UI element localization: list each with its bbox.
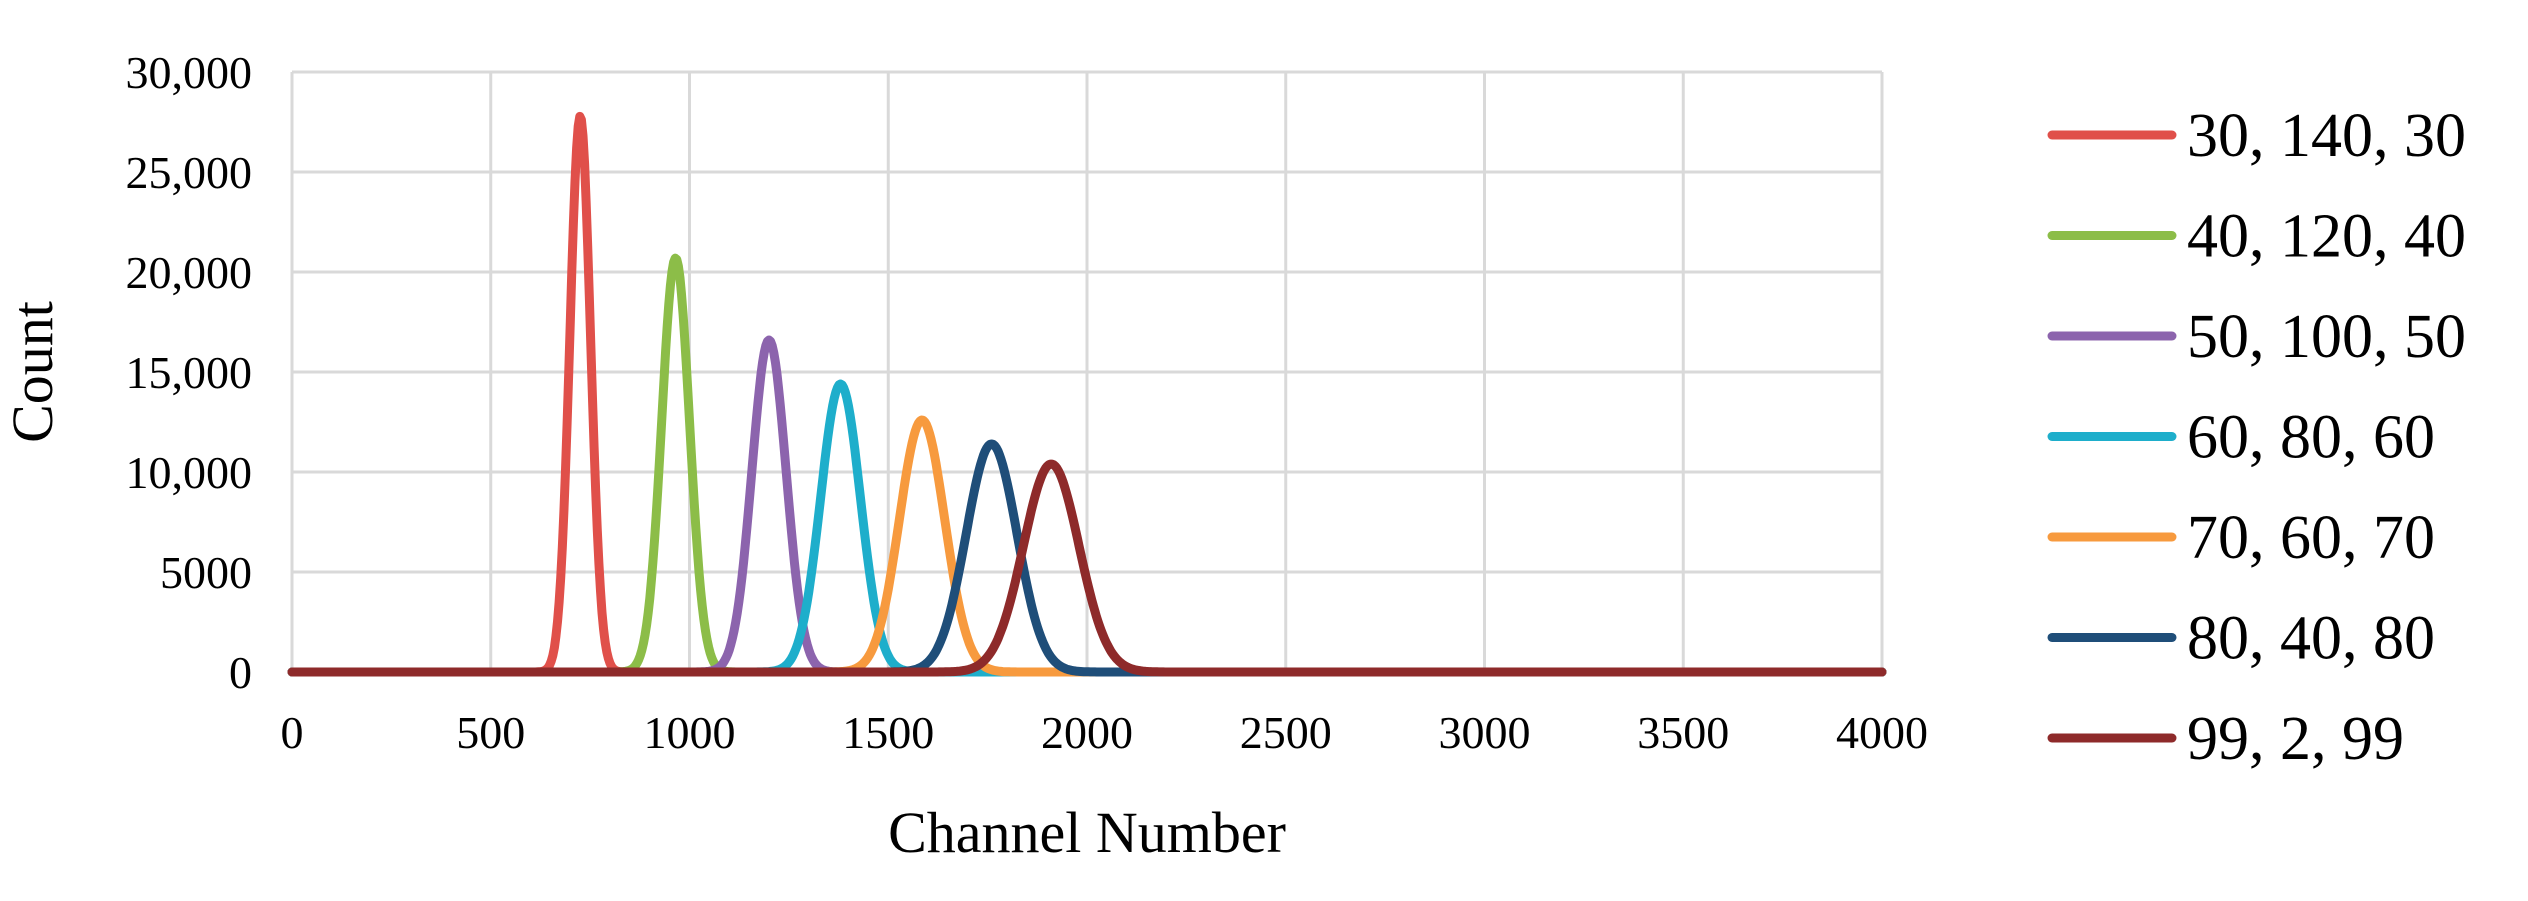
y-tick-label: 25,000: [126, 147, 253, 198]
legend-label: 60, 80, 60: [2187, 404, 2435, 472]
x-tick-label: 3500: [1637, 707, 1729, 758]
legend-item: 30, 140, 30: [2047, 102, 2466, 170]
legend-item: 99, 2, 99: [2047, 705, 2404, 773]
x-tick-label: 4000: [1836, 707, 1928, 758]
x-tick-label: 500: [456, 707, 525, 758]
y-tick-label: 10,000: [126, 447, 253, 498]
y-tick-label: 15,000: [126, 347, 253, 398]
legend-label: 30, 140, 30: [2187, 102, 2466, 170]
legend-label: 50, 100, 50: [2187, 303, 2466, 371]
legend-label: 70, 60, 70: [2187, 504, 2435, 572]
y-tick-label: 20,000: [126, 247, 253, 298]
legend-item: 40, 120, 40: [2047, 203, 2466, 271]
x-axis-title: Channel Number: [888, 800, 1286, 865]
legend-item: 50, 100, 50: [2047, 303, 2466, 371]
series-lines: [287, 111, 1887, 677]
x-tick-label: 2000: [1041, 707, 1133, 758]
series-line-7: [287, 459, 1887, 677]
x-tick-label: 1000: [644, 707, 736, 758]
legend-label: 40, 120, 40: [2187, 203, 2466, 271]
x-tick-label: 3000: [1439, 707, 1531, 758]
tick-labels: 0 5000 10,000 15,000 20,000 25,000 30,000 0 500 1…: [126, 47, 1929, 758]
y-axis-title: Count: [0, 301, 65, 443]
legend-item: 60, 80, 60: [2047, 404, 2435, 472]
y-tick-label: 5000: [160, 547, 252, 598]
x-tick-label: 0: [281, 707, 304, 758]
y-tick-label: 30,000: [126, 47, 253, 98]
legend-label: 80, 40, 80: [2187, 605, 2435, 673]
legend-label: 99, 2, 99: [2187, 705, 2404, 773]
grid: [290, 70, 1884, 672]
legend-item: 80, 40, 80: [2047, 605, 2435, 673]
x-tick-label: 2500: [1240, 707, 1332, 758]
y-tick-label: 0: [229, 647, 252, 698]
x-tick-label: 1500: [842, 707, 934, 758]
legend-item: 70, 60, 70: [2047, 504, 2435, 572]
legend: 30, 140, 30 40, 120, 40 50, 100, 50 60, 80,…: [2047, 102, 2466, 773]
